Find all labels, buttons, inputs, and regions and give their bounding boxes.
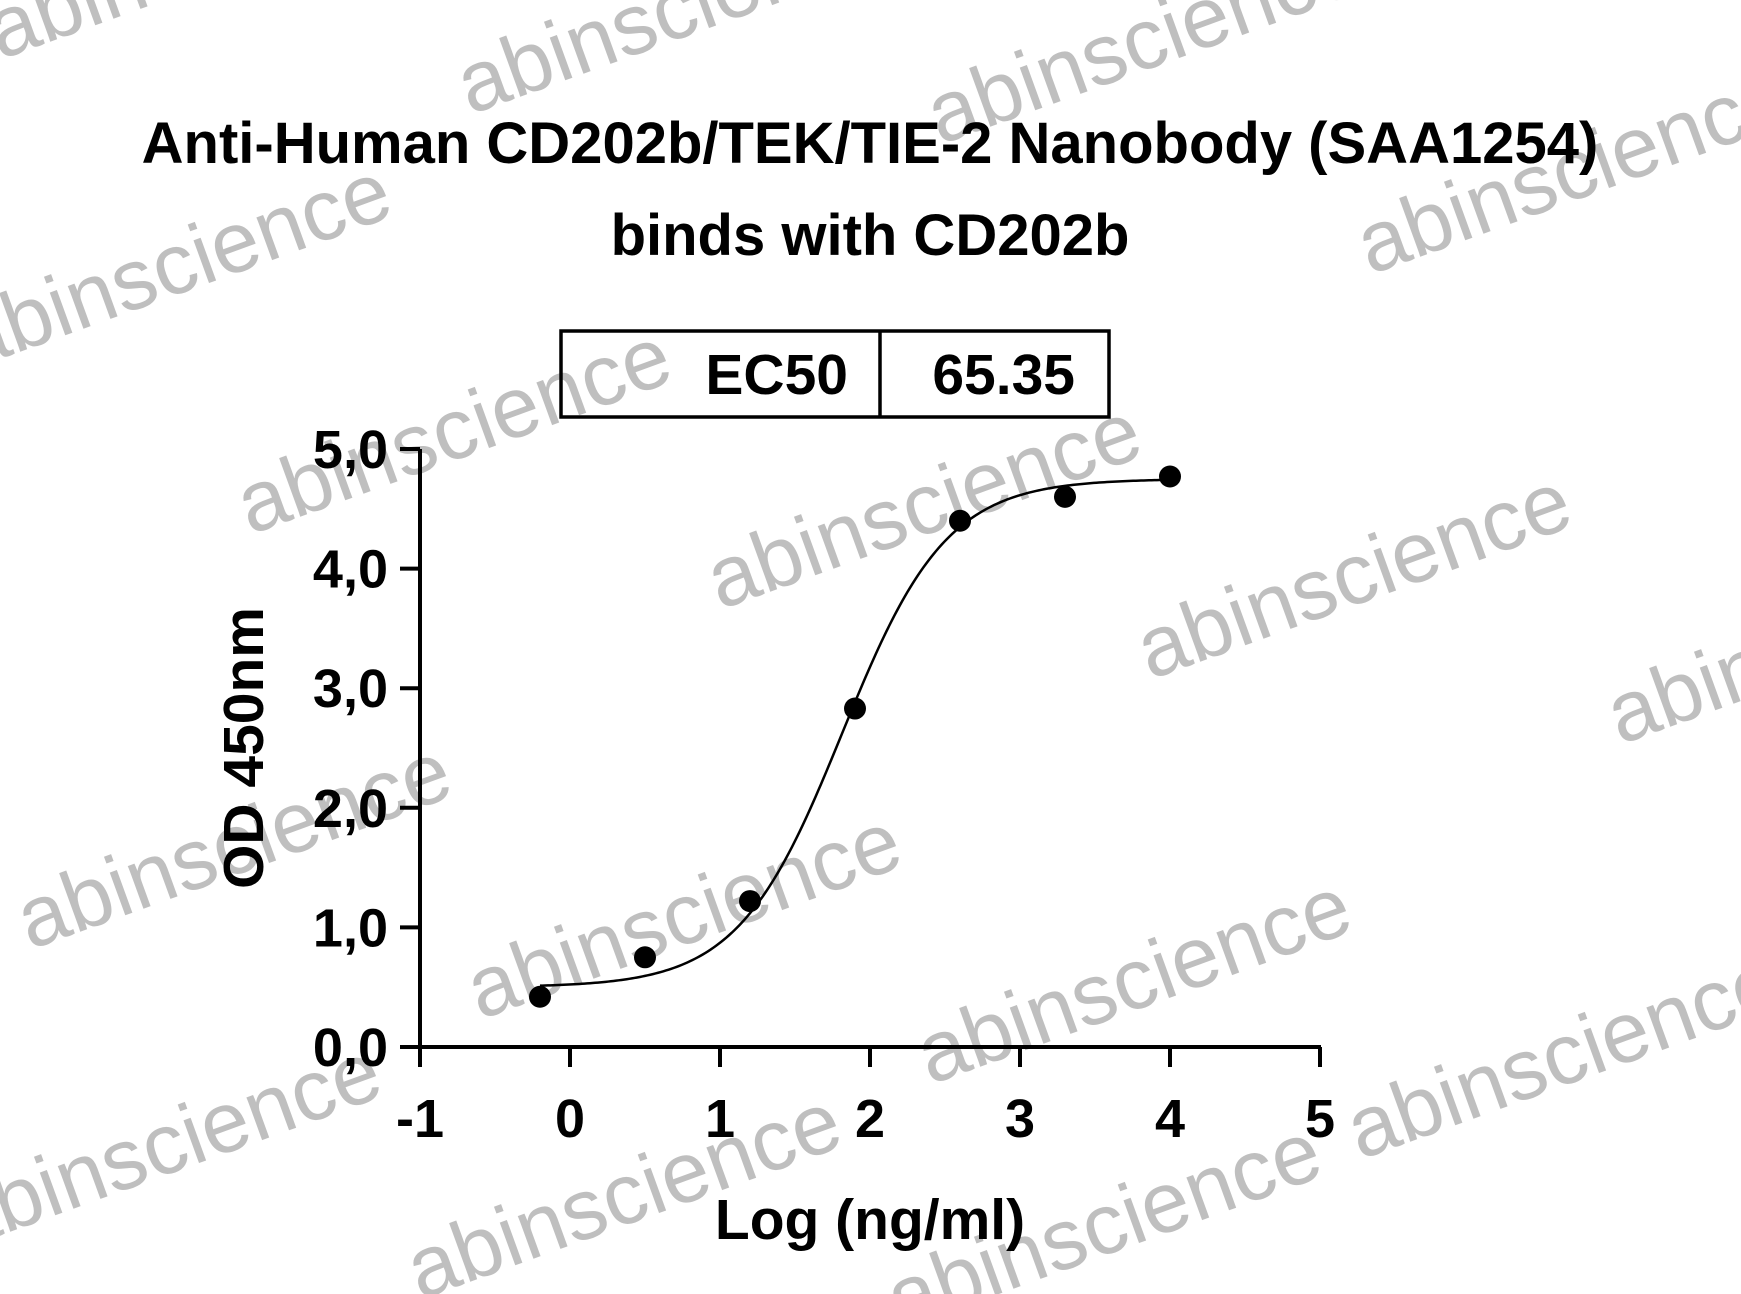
data-points [529,465,1181,1008]
data-point [634,946,656,969]
y-tick-label: 0,0 [313,1018,388,1078]
x-ticks: -1 0 1 2 3 4 5 [396,1047,1335,1149]
data-point [949,509,971,532]
watermark-text: abinscience [1594,517,1741,763]
ec50-table: EC50 65.35 [559,329,1111,419]
watermark-text: abinscience [0,0,433,78]
x-axis-label: Log (ng/ml) [715,1188,1025,1252]
watermark-text: abinscience [694,382,1154,628]
watermark-text: abinscience [0,142,403,388]
data-point [1054,485,1076,508]
y-tick-label: 2,0 [313,779,388,839]
y-tick-label: 1,0 [313,898,388,958]
data-point [529,985,551,1008]
ec50-label: EC50 [705,343,848,407]
watermark-text: abinscience [904,857,1364,1103]
chart-title: Anti-Human CD202b/TEK/TIE-2 Nanobody (SA… [142,111,1599,268]
y-tick-label: 4,0 [313,540,388,600]
watermark-text: abinscience [454,792,914,1038]
x-tick-label: -1 [396,1089,444,1149]
x-tick-label: 3 [1005,1089,1035,1149]
watermark-text: abinscience [1124,452,1584,698]
data-point [1159,465,1181,488]
y-axis-label: OD 450nm [212,607,276,889]
x-tick-label: 1 [705,1089,735,1149]
y-ticks: 0,0 1,0 2,0 3,0 4,0 5,0 [313,420,420,1078]
ec50-table-border [559,329,1111,419]
chart-title-line-2: binds with CD202b [611,203,1130,268]
data-point [739,890,761,913]
x-tick-label: 5 [1305,1089,1335,1149]
x-tick-label: 2 [855,1089,885,1149]
y-tick-label: 5,0 [313,420,388,480]
x-tick-label: 0 [555,1089,585,1149]
watermark-text: abinscience [1334,932,1741,1178]
chart-title-line-1: Anti-Human CD202b/TEK/TIE-2 Nanobody (SA… [142,111,1599,176]
ec50-value: 65.35 [932,343,1075,407]
data-point [844,697,866,720]
watermark-text: abinscience [394,1072,854,1294]
y-tick-label: 3,0 [313,659,388,719]
watermark-text: abinscience [224,307,684,553]
x-tick-label: 4 [1155,1089,1185,1149]
